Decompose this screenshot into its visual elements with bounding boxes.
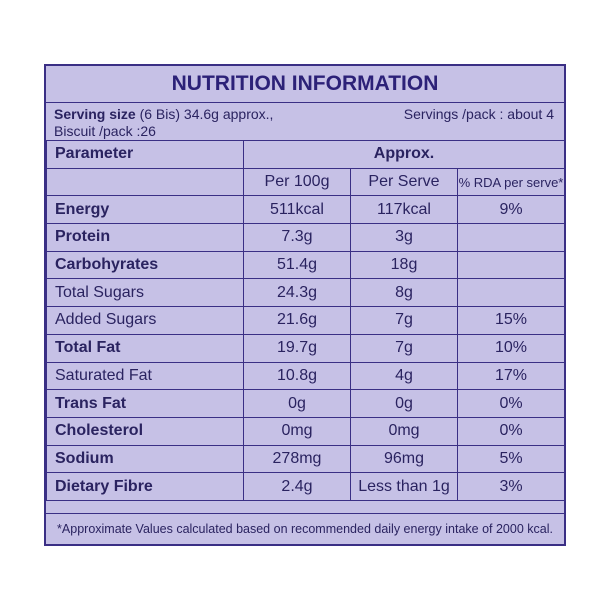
table-row: Dietary Fibre 2.4g Less than 1g 3% — [46, 472, 565, 501]
nutrition-table: Parameter Approx. Per 100g Per Serve % R… — [46, 140, 565, 501]
approx-header: Approx. — [243, 140, 565, 169]
parameter-name: Trans Fat — [46, 389, 244, 418]
parameter-name: Protein — [46, 223, 244, 252]
subheader-row: Per 100g Per Serve % RDA per serve* — [46, 167, 565, 197]
serving-size-line: Serving size (6 Bis) 34.6g approx., — [54, 106, 273, 122]
table-row: Cholesterol 0mg 0mg 0% — [46, 416, 565, 446]
parameter-name: Carbohyrates — [46, 250, 244, 280]
serving-size-label: Serving size — [54, 106, 136, 122]
table-row: Trans Fat 0g 0g 0% — [46, 389, 565, 418]
rda-value: 10% — [457, 333, 565, 363]
per100-value: 511kcal — [243, 195, 351, 225]
parameter-name: Dietary Fibre — [46, 472, 244, 501]
per100-value: 0g — [243, 389, 351, 418]
parameter-name: Saturated Fat — [46, 361, 244, 391]
table-row: Total Fat 19.7g 7g 10% — [46, 333, 565, 363]
parameter-header: Parameter — [46, 140, 244, 169]
perserve-value: 0mg — [350, 416, 458, 446]
rda-value: 3% — [457, 472, 565, 501]
perserve-value: 0g — [350, 389, 458, 418]
table-row: Carbohyrates 51.4g 18g — [46, 250, 565, 280]
perserve-value: 4g — [350, 361, 458, 391]
per100-value: 21.6g — [243, 306, 351, 335]
perserve-value: Less than 1g — [350, 472, 458, 501]
header-row: Parameter Approx. — [46, 140, 565, 169]
rda-value: 0% — [457, 416, 565, 446]
perserve-value: 3g — [350, 223, 458, 252]
parameter-name: Total Fat — [46, 333, 244, 363]
perserve-value: 7g — [350, 306, 458, 335]
parameter-name: Total Sugars — [46, 278, 244, 308]
perserve-value: 8g — [350, 278, 458, 308]
perserve-value: 7g — [350, 333, 458, 363]
page-title: NUTRITION INFORMATION — [171, 72, 439, 95]
table-row: Added Sugars 21.6g 7g 15% — [46, 306, 565, 335]
per100-value: 7.3g — [243, 223, 351, 252]
serving-info: Serving size (6 Bis) 34.6g approx., Bisc… — [46, 102, 564, 141]
servings-per-pack: Servings /pack : about 4 — [403, 106, 554, 122]
per100-value: 278mg — [243, 444, 351, 474]
table-row: Energy 511kcal 117kcal 9% — [46, 195, 565, 225]
per100-value: 0mg — [243, 416, 351, 446]
table-row: Protein 7.3g 3g — [46, 223, 565, 252]
parameter-name: Cholesterol — [46, 416, 244, 446]
rda-value: 5% — [457, 444, 565, 474]
serving-size-value: (6 Bis) 34.6g approx., — [135, 106, 274, 122]
table-row: Sodium 278mg 96mg 5% — [46, 444, 565, 474]
rda-value: 0% — [457, 389, 565, 418]
biscuit-pack-line: Biscuit /pack :26 — [54, 123, 156, 139]
per100-value: 2.4g — [243, 472, 351, 501]
rda-value — [457, 250, 565, 280]
rda-value — [457, 223, 565, 252]
rda-header: % RDA per serve* — [457, 167, 565, 197]
per100-header: Per 100g — [243, 167, 351, 197]
nutrition-panel: NUTRITION INFORMATION Serving size (6 Bi… — [44, 64, 566, 546]
perserve-value: 18g — [350, 250, 458, 280]
perserve-value: 117kcal — [350, 195, 458, 225]
perserve-header: Per Serve — [350, 167, 458, 197]
rda-value: 15% — [457, 306, 565, 335]
table-row: Total Sugars 24.3g 8g — [46, 278, 565, 308]
rda-value: 9% — [457, 195, 565, 225]
perserve-value: 96mg — [350, 444, 458, 474]
table-row: Saturated Fat 10.8g 4g 17% — [46, 361, 565, 391]
per100-value: 10.8g — [243, 361, 351, 391]
parameter-name: Energy — [46, 195, 244, 225]
per100-value: 51.4g — [243, 250, 351, 280]
parameter-name: Added Sugars — [46, 306, 244, 335]
rda-value — [457, 278, 565, 308]
per100-value: 24.3g — [243, 278, 351, 308]
parameter-name: Sodium — [46, 444, 244, 474]
rda-value: 17% — [457, 361, 565, 391]
footnote: *Approximate Values calculated based on … — [46, 513, 564, 544]
per100-value: 19.7g — [243, 333, 351, 363]
empty-header-cell — [46, 167, 244, 197]
